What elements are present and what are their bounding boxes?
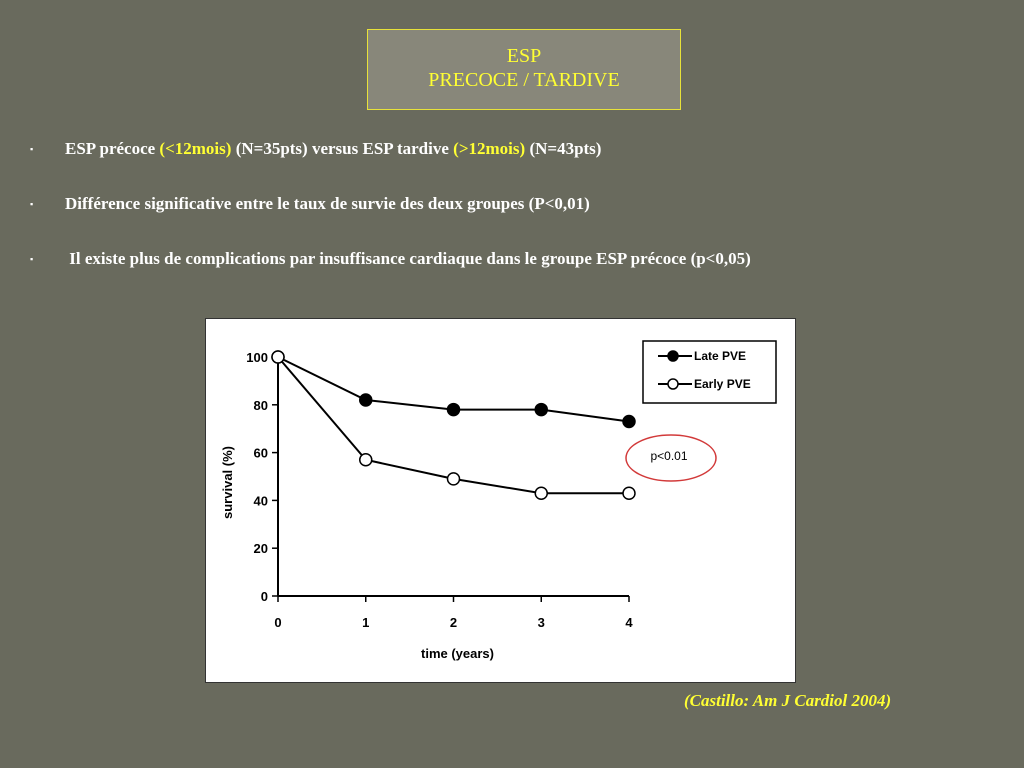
data-point-late-pve bbox=[359, 393, 373, 407]
bullet-1-highlight-early: (<12mois) bbox=[159, 139, 232, 159]
bullet-1-text-a: ESP précoce bbox=[65, 139, 160, 159]
x-tick-label: 2 bbox=[450, 615, 457, 630]
data-point-early-pve bbox=[271, 350, 285, 364]
axis-ticks: 0 20 40 60 80 100 0 1 2 3 4 bbox=[246, 350, 633, 630]
bullet-1-highlight-late: >12mois) bbox=[458, 139, 526, 159]
data-point-early-pve bbox=[446, 472, 461, 486]
slide-title-line2: PRECOCE / TARDIVE bbox=[428, 69, 620, 91]
survival-chart-svg: 0 20 40 60 80 100 0 1 2 3 4 survival (%) time (yea… bbox=[220, 340, 777, 661]
bullet-2-text: Différence significative entre le taux d… bbox=[65, 194, 590, 214]
data-point-late-pve bbox=[446, 402, 461, 417]
bullet-marker: ▪ bbox=[30, 254, 34, 265]
survival-chart: 0 20 40 60 80 100 0 1 2 3 4 survival (%) time (yea… bbox=[205, 318, 796, 683]
bullet-marker: ▪ bbox=[30, 144, 34, 155]
legend-early-marker bbox=[667, 378, 679, 390]
legend-late-label: Late PVE bbox=[694, 349, 746, 363]
y-tick-label: 80 bbox=[254, 398, 268, 413]
y-tick-label: 60 bbox=[254, 446, 268, 461]
x-tick-label: 4 bbox=[625, 615, 633, 630]
p-value-highlight-circle bbox=[625, 434, 717, 482]
bullet-item-1: ▪ ESP précoce (<12mois) (N=35pts) versus … bbox=[30, 139, 602, 159]
legend-late-marker bbox=[667, 350, 679, 362]
legend: Late PVE Early PVE bbox=[642, 340, 777, 404]
citation: (Castillo: Am J Cardiol 2004) bbox=[684, 691, 892, 710]
x-tick-label: 1 bbox=[362, 615, 369, 630]
bullet-item-3: ▪ Il existe plus de complications par in… bbox=[30, 248, 751, 269]
x-axis-label: time (years) bbox=[421, 646, 494, 661]
bullet-item-2: ▪ Différence significative entre le taux … bbox=[30, 193, 590, 214]
y-tick-label: 40 bbox=[254, 493, 268, 508]
series-layer bbox=[271, 350, 636, 500]
data-point-early-pve bbox=[359, 453, 373, 467]
y-tick-label: 100 bbox=[246, 350, 268, 365]
x-tick-label: 0 bbox=[274, 615, 281, 630]
slide-title-line1: ESP bbox=[506, 45, 542, 67]
legend-box bbox=[642, 340, 777, 404]
data-point-late-pve bbox=[534, 402, 548, 417]
data-point-late-pve bbox=[622, 414, 636, 429]
bullet-3-text: Il existe plus de complications par insu… bbox=[65, 249, 751, 269]
y-tick-label: 20 bbox=[254, 541, 268, 556]
x-tick-label: 3 bbox=[538, 615, 545, 630]
y-axis-label: survival (%) bbox=[220, 446, 235, 519]
slide-title-box: ESP PRECOCE / TARDIVE bbox=[367, 29, 681, 110]
data-point-early-pve bbox=[622, 486, 636, 500]
p-value-annotation: p<0.01 bbox=[650, 449, 687, 463]
legend-early-label: Early PVE bbox=[694, 377, 751, 391]
bullet-1-text-c: (N=43pts) bbox=[525, 139, 602, 159]
bullet-1-text-b: (N=35pts) versus ESP tardive bbox=[231, 139, 454, 159]
y-tick-label: 0 bbox=[261, 589, 268, 604]
bullet-marker: ▪ bbox=[30, 199, 34, 210]
data-point-early-pve bbox=[534, 486, 548, 500]
